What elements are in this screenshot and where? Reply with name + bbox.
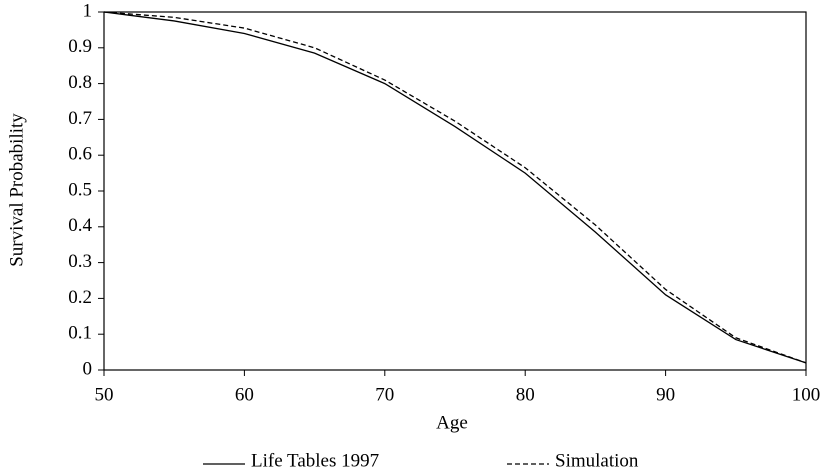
y-tick-label: 0.2 bbox=[68, 287, 92, 308]
y-tick-label: 0.1 bbox=[68, 323, 92, 344]
y-tick-label: 0.4 bbox=[68, 215, 92, 236]
x-tick-label: 100 bbox=[792, 384, 821, 405]
y-tick-label: 0.3 bbox=[68, 251, 92, 272]
y-tick-label: 0.8 bbox=[68, 72, 92, 93]
y-tick-label: 0.9 bbox=[68, 36, 92, 57]
legend-label: Life Tables 1997 bbox=[251, 450, 379, 471]
legend-label: Simulation bbox=[555, 450, 639, 471]
x-tick-label: 70 bbox=[375, 384, 394, 405]
y-tick-label: 0 bbox=[83, 358, 93, 379]
x-tick-label: 50 bbox=[95, 384, 114, 405]
x-tick-label: 90 bbox=[656, 384, 675, 405]
x-axis-label: Age bbox=[436, 412, 468, 433]
x-tick-label: 60 bbox=[235, 384, 254, 405]
series-line bbox=[103, 11, 807, 364]
x-tick-label: 80 bbox=[516, 384, 535, 405]
y-axis-label: Survival Probability bbox=[6, 113, 27, 267]
y-tick-label: 0.5 bbox=[68, 179, 92, 200]
y-tick-label: 0.6 bbox=[68, 144, 92, 165]
y-tick-label: 0.7 bbox=[68, 108, 92, 129]
series-line bbox=[103, 11, 807, 364]
plot-frame bbox=[103, 11, 807, 371]
y-tick-label: 1 bbox=[83, 0, 93, 21]
